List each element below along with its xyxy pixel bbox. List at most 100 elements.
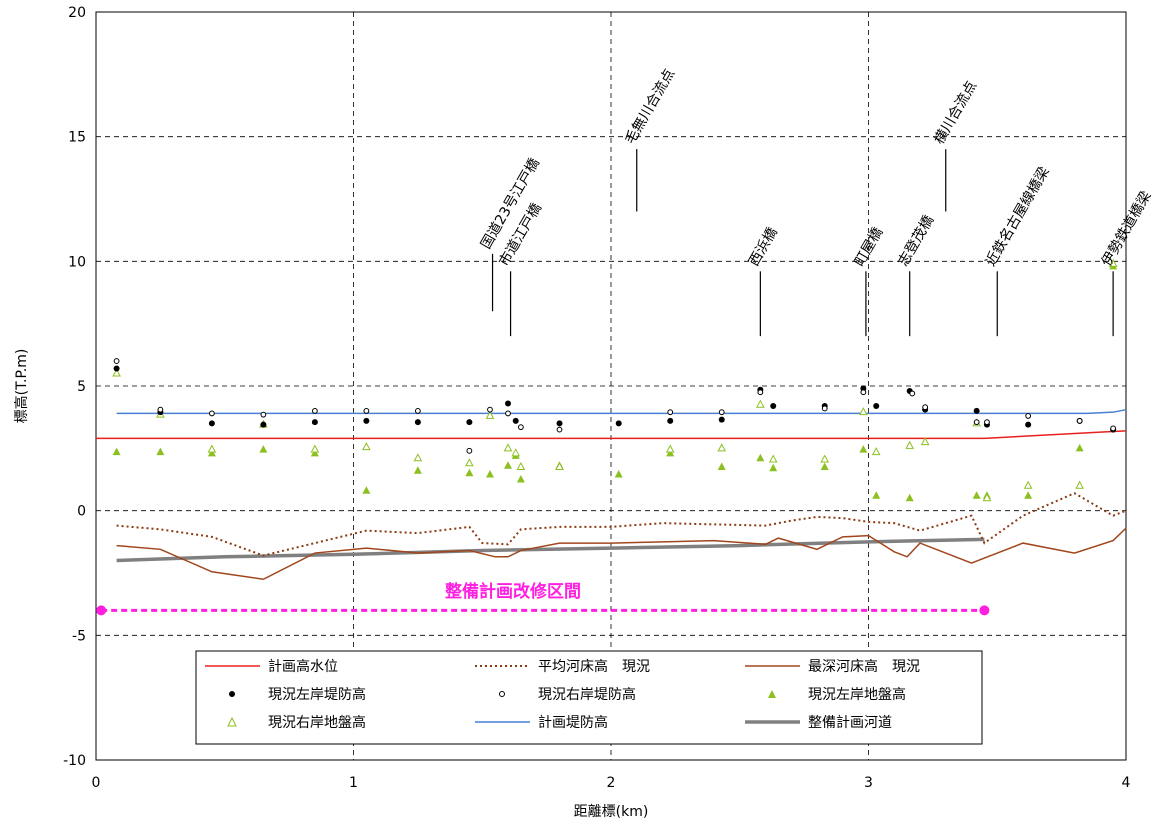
section-start-point xyxy=(96,605,107,616)
left-ground-point xyxy=(769,463,778,472)
right-ground-point xyxy=(503,443,513,452)
right-ground-point xyxy=(920,437,930,446)
legend-label-plan-channel: 整備計画河道 xyxy=(808,715,892,731)
left-ground-point xyxy=(362,486,371,494)
right-levee-point xyxy=(517,424,524,431)
right-ground-point xyxy=(511,448,521,457)
right-ground-point xyxy=(485,410,495,419)
right-levee-point xyxy=(556,426,563,433)
left-ground-point xyxy=(413,466,422,474)
left-levee-point xyxy=(973,407,980,414)
right-levee-point xyxy=(260,411,267,418)
x-axis-label: 距離標(km) xyxy=(574,803,649,820)
legend-label-right-levee: 現況右岸堤防高 xyxy=(538,686,636,703)
y-tick-label: 15 xyxy=(68,130,86,146)
left-ground-point xyxy=(972,491,981,499)
left-ground-point xyxy=(156,447,165,456)
legend-box xyxy=(195,650,983,745)
x-tick-label: 4 xyxy=(1122,775,1131,791)
legend-label-plan-levee: 計画堤防高 xyxy=(538,714,608,731)
x-tick-label: 3 xyxy=(864,775,873,791)
left-ground-point xyxy=(504,461,512,469)
legend-label-right-ground: 現況右岸地盤高 xyxy=(268,714,366,731)
right-levee-point xyxy=(667,409,674,416)
left-ground-point xyxy=(820,462,829,471)
right-ground-point xyxy=(820,454,830,463)
left-ground-point xyxy=(1024,491,1033,499)
right-levee-point xyxy=(157,406,164,413)
legend-label-deep-bed: 最深河床高 現況 xyxy=(808,658,920,675)
left-levee-point xyxy=(208,420,215,427)
left-ground-point xyxy=(516,475,525,483)
series-line-deep-bed xyxy=(116,527,1127,581)
left-ground-point xyxy=(112,447,121,456)
right-ground-point xyxy=(1108,258,1118,267)
left-levee-point xyxy=(505,400,511,407)
right-levee-point xyxy=(821,405,828,412)
x-tick-label: 2 xyxy=(607,775,616,791)
left-levee-point xyxy=(718,416,725,423)
y-tick-label: -10 xyxy=(63,753,86,769)
right-ground-point xyxy=(1075,480,1084,489)
series-layer xyxy=(96,258,1127,616)
right-ground-point xyxy=(859,407,868,416)
y-tick-label: 10 xyxy=(68,254,86,270)
right-ground-point xyxy=(905,440,915,449)
legend-marker-left-ground xyxy=(768,690,776,698)
left-levee-point xyxy=(770,402,777,409)
right-levee-point xyxy=(505,410,511,417)
series-line-avg-bed xyxy=(116,492,1127,557)
left-ground-point xyxy=(756,453,765,462)
left-ground-point xyxy=(614,470,623,478)
right-levee-point xyxy=(909,390,916,397)
right-levee-point xyxy=(414,408,421,414)
x-tick-label: 1 xyxy=(349,775,358,791)
left-levee-point xyxy=(556,420,563,427)
right-levee-point xyxy=(363,408,370,414)
y-tick-label: 0 xyxy=(77,504,86,520)
right-levee-point xyxy=(922,404,929,411)
left-levee-point xyxy=(311,419,318,426)
left-ground-point xyxy=(1075,443,1084,452)
right-ground-point xyxy=(871,447,881,456)
left-levee-point xyxy=(363,417,370,424)
legend: 計画高水位 平均河床高 現況 最深河床高 現況 現況左岸堤防高 現況右岸堤防高 … xyxy=(195,650,983,745)
left-levee-point xyxy=(414,419,421,426)
y-axis-label: 標高(T.P.m) xyxy=(13,349,30,424)
x-tick-label: 0 xyxy=(92,775,101,791)
legend-label-plan-high-water: 計画高水位 xyxy=(268,658,338,675)
axis-ticks: -10 -5 0 5 10 15 20 0 1 2 3 4 xyxy=(63,5,1130,791)
y-tick-label: 20 xyxy=(68,5,86,21)
left-ground-point xyxy=(259,445,268,453)
right-ground-point xyxy=(362,442,371,451)
legend-marker-left-levee xyxy=(229,691,235,697)
y-tick-label: 5 xyxy=(77,379,86,395)
legend-label-left-ground: 現況左岸地盤高 xyxy=(808,686,906,703)
right-ground-point xyxy=(665,444,675,453)
left-levee-point xyxy=(667,417,674,424)
right-levee-point xyxy=(208,410,215,417)
left-levee-point xyxy=(615,420,622,427)
section-label: 整備計画改修区間 xyxy=(445,581,581,602)
right-ground-point xyxy=(516,461,526,471)
right-levee-point xyxy=(757,389,764,396)
right-ground-point xyxy=(717,443,727,452)
left-ground-point xyxy=(859,445,868,453)
right-levee-point xyxy=(973,419,980,426)
right-levee-point xyxy=(466,447,473,454)
left-levee-point xyxy=(1025,421,1032,428)
right-ground-point xyxy=(982,493,992,502)
right-levee-point xyxy=(984,419,990,426)
section-end-point xyxy=(979,605,990,616)
right-levee-point xyxy=(113,358,120,364)
left-levee-point xyxy=(873,402,880,409)
left-ground-point xyxy=(717,462,726,471)
legend-marker-right-ground xyxy=(227,716,237,727)
right-levee-point xyxy=(1025,413,1032,419)
series-line-plan-levee xyxy=(116,408,1127,415)
right-levee-point xyxy=(1076,418,1083,424)
right-levee-point xyxy=(860,389,867,396)
legend-label-avg-bed: 平均河床高 現況 xyxy=(538,658,650,675)
right-levee-point xyxy=(487,406,493,413)
